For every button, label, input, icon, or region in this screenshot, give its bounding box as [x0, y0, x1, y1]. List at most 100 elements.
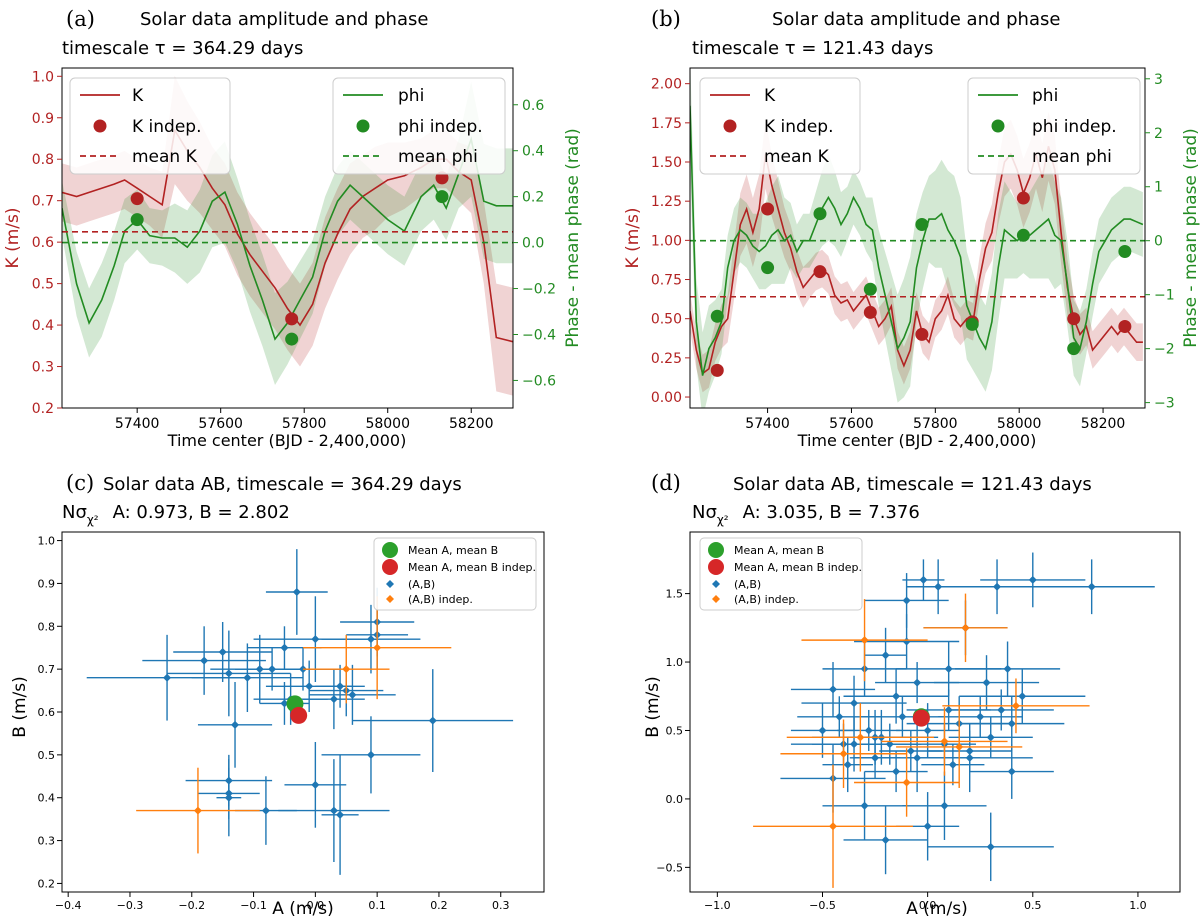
ab-point — [954, 559, 1040, 615]
panel-c-stat: Nσχ² A: 0.973, B = 2.802 — [62, 502, 290, 527]
legend-box — [967, 77, 1141, 175]
k-tick-label: 1.50 — [651, 155, 682, 171]
ab-point — [938, 696, 1023, 738]
x-tick-label: 0.2 — [430, 899, 448, 912]
ab-point — [253, 596, 378, 682]
k-tick-label: 0.75 — [651, 273, 682, 289]
ab-point — [315, 664, 365, 708]
legend-marker-mean — [708, 542, 724, 558]
phi-indep-point — [915, 218, 929, 232]
x-tick-label: 0.5 — [1024, 899, 1042, 912]
ab-point — [896, 641, 1002, 697]
y-tick-label: 1.0 — [38, 535, 56, 548]
ab-point — [352, 669, 514, 772]
legend-box — [699, 537, 863, 611]
x-tick-label: 57600 — [829, 416, 874, 432]
legend-marker-mean — [382, 542, 398, 558]
y-tick-label: 0.6 — [38, 706, 56, 719]
panel-d-ylabel: B (m/s) — [643, 676, 663, 737]
legend-marker-ab-indep — [386, 595, 394, 603]
phi-indep-point — [761, 261, 775, 275]
diamond-marker — [342, 665, 351, 674]
diamond-marker — [961, 623, 970, 632]
panel-b-xlabel: Time center (BJD - 2,400,000) — [797, 431, 1037, 450]
k-tick-label: 0.2 — [32, 401, 54, 417]
x-tick-label: 58000 — [997, 416, 1042, 432]
diamond-marker — [902, 596, 911, 605]
y-tick-label: 0.3 — [38, 835, 56, 848]
legend-label: phi indep. — [398, 117, 483, 137]
diamond-marker — [224, 669, 233, 678]
panel-b-legend-phi: phi phi indep. mean phi — [967, 77, 1141, 175]
phase-tick-label: 0.6 — [522, 98, 544, 114]
phase-tick-label: −0.2 — [522, 282, 556, 298]
y-tick-label: 0.0 — [666, 793, 684, 806]
diamond-marker — [366, 635, 375, 644]
legend-label: K — [764, 86, 776, 106]
ab-point — [167, 630, 291, 717]
legend-label: phi — [398, 86, 424, 106]
diamond-marker — [892, 692, 901, 701]
k-tick-label: 2.00 — [651, 77, 682, 93]
diamond-marker — [1087, 582, 1096, 591]
diamond-marker — [311, 635, 320, 644]
legend-label: Mean A, mean B — [408, 544, 498, 557]
panel-d-title: Solar data AB, timescale = 121.43 days — [733, 474, 1092, 495]
x-tick-label: 0.0 — [307, 899, 325, 912]
diamond-marker — [1007, 767, 1016, 776]
x-tick-label: 0.3 — [492, 899, 510, 912]
ab-point — [959, 696, 1065, 752]
k-tick-label: 0.7 — [32, 194, 54, 210]
legend-label: phi indep. — [1032, 117, 1117, 137]
ab-point — [321, 604, 421, 674]
legend-label: (A,B) indep. — [408, 593, 473, 606]
panel-c-legend: Mean A, mean B Mean A, mean B indep. (A,… — [373, 537, 537, 611]
ab-point — [216, 759, 242, 837]
diamond-marker — [336, 810, 345, 819]
panel-a: (a) Solar data amplitude and phase times… — [3, 7, 583, 450]
legend-marker-mean-indep — [708, 559, 724, 575]
phi-series-line — [690, 105, 1144, 376]
panel-a-xlabel: Time center (BJD - 2,400,000) — [167, 431, 407, 450]
k-indep-point — [710, 363, 724, 377]
phase-tick-label: 0.0 — [522, 236, 544, 252]
legend-label: (A,B) indep. — [734, 593, 799, 606]
panel-a-subtitle: timescale τ = 364.29 days — [62, 38, 303, 59]
legend-marker-phi-indep — [991, 119, 1005, 133]
legend-label: Mean A, mean B — [734, 544, 824, 557]
diamond-marker — [902, 637, 911, 646]
diamond-marker — [329, 695, 338, 704]
diamond-marker — [428, 716, 437, 725]
plot-c: −0.4 −0.3 −0.2 −0.1 0.0 0.1 0.2 0.3 0.2 0.3 0.4 0.5… — [38, 531, 545, 912]
ab-point — [278, 759, 390, 862]
panel-d: (d) Solar data AB, timescale = 121.43 da… — [643, 471, 1181, 919]
phase-tick-label: 0 — [1154, 234, 1163, 250]
k-tick-label: 0.6 — [32, 235, 54, 251]
k-tick-label: 0.8 — [32, 152, 54, 168]
legend-box — [373, 537, 537, 611]
phase-tick-label: 3 — [1154, 72, 1163, 88]
legend-label: K indep. — [764, 117, 834, 137]
k-tick-label: 0.3 — [32, 360, 54, 376]
diamond-marker — [1028, 575, 1037, 584]
legend-marker-k-indep — [93, 119, 107, 133]
diamond-marker — [311, 780, 320, 789]
k-indep-point — [1118, 320, 1132, 334]
diamond-marker — [955, 742, 964, 751]
diamond-marker — [1003, 664, 1012, 673]
ab-point — [980, 552, 1086, 608]
x-tick-label: −0.5 — [809, 899, 836, 912]
diamond-marker — [818, 726, 827, 735]
phi-error-band — [690, 68, 1143, 408]
diamond-marker — [163, 673, 172, 682]
diamond-marker — [1011, 701, 1020, 710]
k-tick-label: 1.0 — [32, 69, 54, 85]
ab-indep-point — [303, 634, 390, 704]
phase-tick-label: −3 — [1154, 396, 1175, 412]
diamond-marker — [843, 760, 852, 769]
legend-box — [699, 77, 861, 175]
x-tick-label: 57800 — [913, 416, 958, 432]
phi-indep-point — [130, 213, 144, 227]
k-indep-point — [435, 171, 449, 185]
legend-marker-ab — [712, 580, 720, 588]
